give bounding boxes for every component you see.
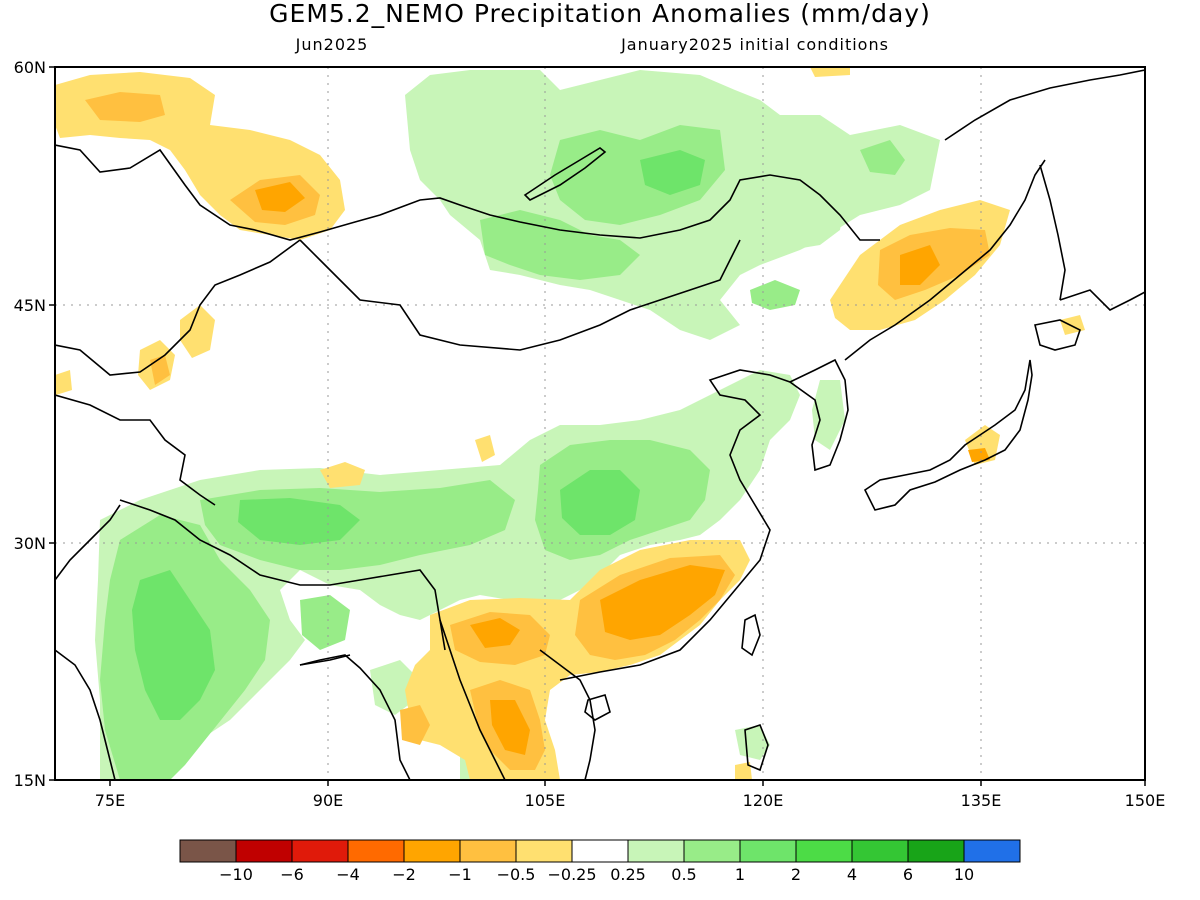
legend-swatch: [627, 839, 685, 863]
legend-tick-label: −0.25: [547, 865, 596, 884]
figure-title: GEM5.2_NEMO Precipitation Anomalies (mm/…: [269, 0, 931, 28]
legend-swatch: [683, 839, 741, 863]
lon-label-135e: 135E: [961, 791, 1002, 810]
legend-tick-label: −4: [336, 865, 360, 884]
lon-label-105e: 105E: [525, 791, 566, 810]
initial-conditions-label: January2025 initial conditions: [620, 35, 889, 54]
legend-tick-label: −0.5: [497, 865, 536, 884]
lon-label-120e: 120E: [743, 791, 784, 810]
map-gridlines: [55, 67, 1145, 780]
legend-swatch: [403, 839, 461, 863]
longitude-labels: 75E 90E 105E 120E 135E 150E: [95, 791, 1166, 810]
axis-ticks: [49, 66, 1146, 786]
legend-tick-label: −6: [280, 865, 304, 884]
legend-swatch: [179, 839, 237, 863]
legend-tick-label: 4: [847, 865, 857, 884]
legend-swatch: [235, 839, 293, 863]
map-area: [55, 67, 1145, 780]
legend-tick-label: −1: [448, 865, 472, 884]
dry-anomaly-strong-fill: [255, 182, 990, 755]
legend-swatch: [907, 839, 965, 863]
latitude-labels: 60N 45N 30N 15N: [14, 58, 46, 790]
lat-label-15n: 15N: [14, 771, 46, 790]
legend-tick-label: 10: [954, 865, 974, 884]
legend-swatch: [795, 839, 853, 863]
lat-label-60n: 60N: [14, 58, 46, 77]
map-frame: [54, 66, 1146, 781]
legend-tick-label: 1: [735, 865, 745, 884]
legend-swatch: [515, 839, 573, 863]
legend-tick-label: 0.5: [671, 865, 696, 884]
coastlines-and-borders: [55, 69, 1145, 780]
lat-label-30n: 30N: [14, 534, 46, 553]
lon-label-75e: 75E: [95, 791, 125, 810]
lon-label-150e: 150E: [1125, 791, 1166, 810]
legend-swatch: [571, 839, 629, 863]
legend-swatch: [851, 839, 909, 863]
legend-swatch: [459, 839, 517, 863]
legend-tick-label: −10: [219, 865, 253, 884]
forecast-month: Jun2025: [295, 35, 369, 54]
legend-swatch: [347, 839, 405, 863]
legend-swatch: [963, 839, 1021, 863]
legend-tick-label: −2: [392, 865, 416, 884]
lon-label-90e: 90E: [313, 791, 343, 810]
lat-label-45n: 45N: [14, 296, 46, 315]
wet-anomaly-strong-fill: [132, 150, 705, 720]
legend-tick-label: 0.25: [610, 865, 646, 884]
legend-swatch: [291, 839, 349, 863]
legend-swatch: [739, 839, 797, 863]
legend-tick-label: 2: [791, 865, 801, 884]
color-legend: −10 −6 −4 −2 −1 −0.5 −0.25 0.25 0.5 1 2 4 6 10: [179, 839, 1021, 884]
legend-tick-label: 6: [903, 865, 913, 884]
